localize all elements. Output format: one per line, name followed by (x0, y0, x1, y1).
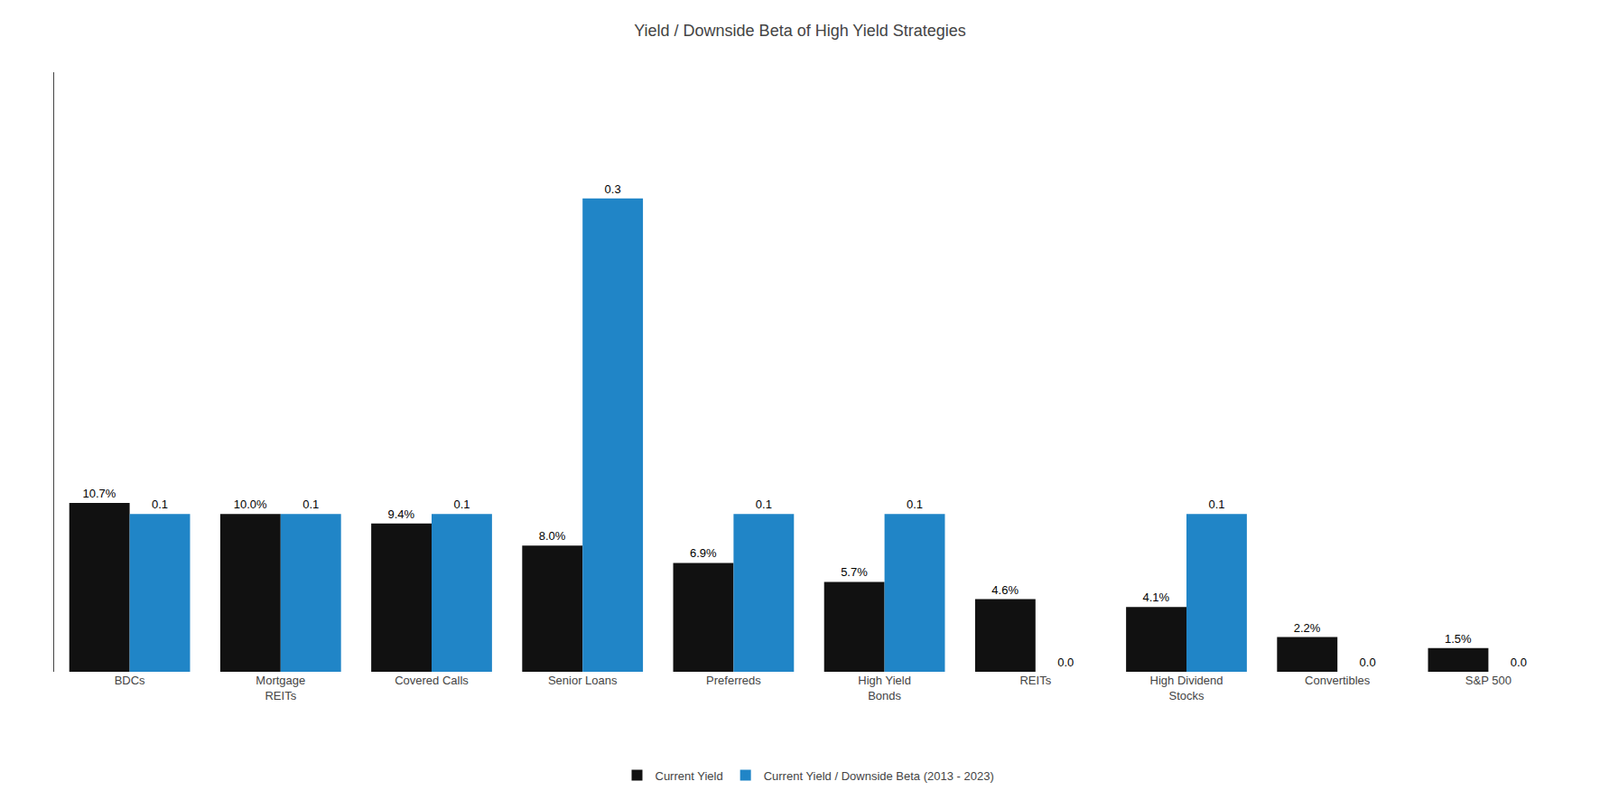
svg-text:0.1: 0.1 (755, 497, 773, 512)
svg-text:REITs: REITs (1019, 673, 1052, 688)
svg-text:0.0: 0.0 (1359, 655, 1377, 670)
svg-text:8.0%: 8.0% (539, 529, 567, 543)
svg-text:4.6%: 4.6% (991, 583, 1019, 597)
svg-text:S&P 500: S&P 500 (1465, 673, 1512, 688)
svg-text:9.4%: 9.4% (388, 507, 416, 521)
svg-text:0.1: 0.1 (151, 497, 168, 512)
svg-text:Preferreds: Preferreds (706, 673, 762, 688)
svg-text:BDCs: BDCs (114, 673, 146, 688)
svg-text:2.2%: 2.2% (1293, 621, 1321, 635)
svg-text:0.3: 0.3 (604, 182, 622, 196)
svg-text:0.0: 0.0 (1057, 655, 1074, 670)
svg-text:10.0%: 10.0% (233, 497, 268, 512)
svg-text:High DividendStocks: High DividendStocks (1150, 673, 1224, 703)
svg-text:6.9%: 6.9% (689, 546, 717, 560)
svg-text:MortgageREITs: MortgageREITs (255, 673, 306, 703)
svg-text:0.0: 0.0 (1510, 655, 1527, 670)
svg-text:Current Yield: Current Yield (655, 769, 724, 783)
svg-text:5.7%: 5.7% (840, 565, 868, 579)
svg-text:0.1: 0.1 (302, 497, 319, 512)
svg-text:10.7%: 10.7% (83, 486, 117, 501)
svg-text:Yield / Downside Beta of High: Yield / Downside Beta of High Yield Stra… (633, 21, 967, 40)
svg-text:Convertibles: Convertibles (1304, 673, 1371, 688)
svg-text:1.5%: 1.5% (1444, 632, 1472, 646)
svg-text:High YieldBonds: High YieldBonds (857, 673, 912, 703)
svg-text:Senior Loans: Senior Loans (548, 673, 618, 688)
svg-text:Current Yield / Downside Beta: Current Yield / Downside Beta (2013 - 20… (763, 769, 995, 783)
svg-text:0.1: 0.1 (453, 497, 470, 512)
svg-text:4.1%: 4.1% (1143, 590, 1171, 605)
svg-text:0.1: 0.1 (906, 497, 923, 512)
svg-text:0.1: 0.1 (1208, 497, 1225, 512)
svg-text:Covered Calls: Covered Calls (394, 673, 469, 688)
